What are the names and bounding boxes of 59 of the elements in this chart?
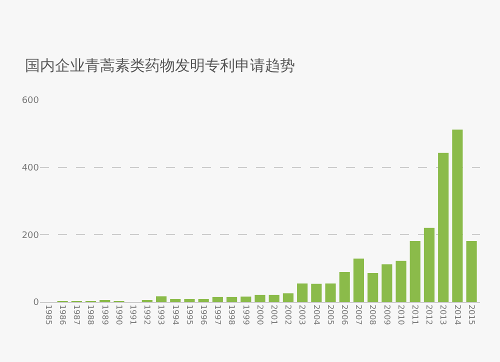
x-tick-label: 2009 xyxy=(382,304,392,325)
bar xyxy=(410,241,420,302)
bar xyxy=(268,294,280,302)
bar xyxy=(170,298,181,302)
bar xyxy=(353,258,364,302)
x-tick-label: 2000 xyxy=(255,304,264,325)
x-tick-label: 1985 xyxy=(44,304,53,325)
y-tick-label: 600 xyxy=(22,96,40,106)
x-tick-label: 1998 xyxy=(227,304,236,325)
x-tick-label: 2011 xyxy=(410,304,420,325)
x-tick-label: 2003 xyxy=(298,304,307,325)
y-tick-label: 200 xyxy=(22,230,40,241)
bar xyxy=(254,294,266,302)
x-tick-label: 1989 xyxy=(100,304,110,325)
x-tick-label: 2012 xyxy=(424,304,434,325)
bar xyxy=(311,284,322,302)
bar xyxy=(339,272,350,302)
x-tick-label: 1992 xyxy=(142,304,152,325)
x-tick-label: 1997 xyxy=(213,304,222,325)
bar xyxy=(184,298,195,302)
bar xyxy=(156,296,167,302)
bar xyxy=(212,296,223,302)
bar xyxy=(368,273,378,302)
bar xyxy=(466,241,477,302)
x-tick-label: 2001 xyxy=(270,304,278,325)
bar xyxy=(382,264,392,302)
bar xyxy=(282,293,294,302)
x-tick-label: 1996 xyxy=(198,304,208,325)
x-tick-label: 1991 xyxy=(128,304,138,325)
x-tick-label: 1990 xyxy=(114,304,124,325)
bar xyxy=(438,152,449,302)
x-tick-label: 1993 xyxy=(156,304,166,325)
bar xyxy=(297,283,308,302)
bar xyxy=(226,296,238,302)
x-tick-label: 1988 xyxy=(86,304,96,325)
x-tick-label: 2007 xyxy=(354,304,364,325)
bar xyxy=(198,298,209,302)
bar xyxy=(396,260,406,302)
bar xyxy=(424,228,435,302)
x-tick-label: 1994 xyxy=(170,304,180,325)
y-tick-label: 0 xyxy=(33,298,40,308)
x-tick-label: 1986 xyxy=(58,304,67,325)
x-tick-label: 1987 xyxy=(72,304,82,325)
x-tick-label: 2004 xyxy=(312,304,321,325)
bar xyxy=(240,296,252,302)
x-tick-label: 2014 xyxy=(452,304,462,325)
x-tick-label: 2013 xyxy=(438,304,448,325)
x-tick-label: 1995 xyxy=(184,304,194,325)
x-tick-label: 2006 xyxy=(340,304,350,325)
x-tick-label: 2005 xyxy=(326,304,335,325)
x-tick-label: 1999 xyxy=(241,304,250,325)
bar xyxy=(452,130,463,302)
x-tick-label: 2008 xyxy=(368,304,378,325)
x-tick-label: 2002 xyxy=(284,304,293,325)
x-tick-label: 2015 xyxy=(466,304,476,325)
x-tick-label: 2010 xyxy=(396,304,406,325)
chart-title: 国内企业青蒿素类药物发明专利申请趋势 xyxy=(25,56,295,74)
y-tick-label: 400 xyxy=(22,163,40,174)
bar xyxy=(325,283,336,302)
